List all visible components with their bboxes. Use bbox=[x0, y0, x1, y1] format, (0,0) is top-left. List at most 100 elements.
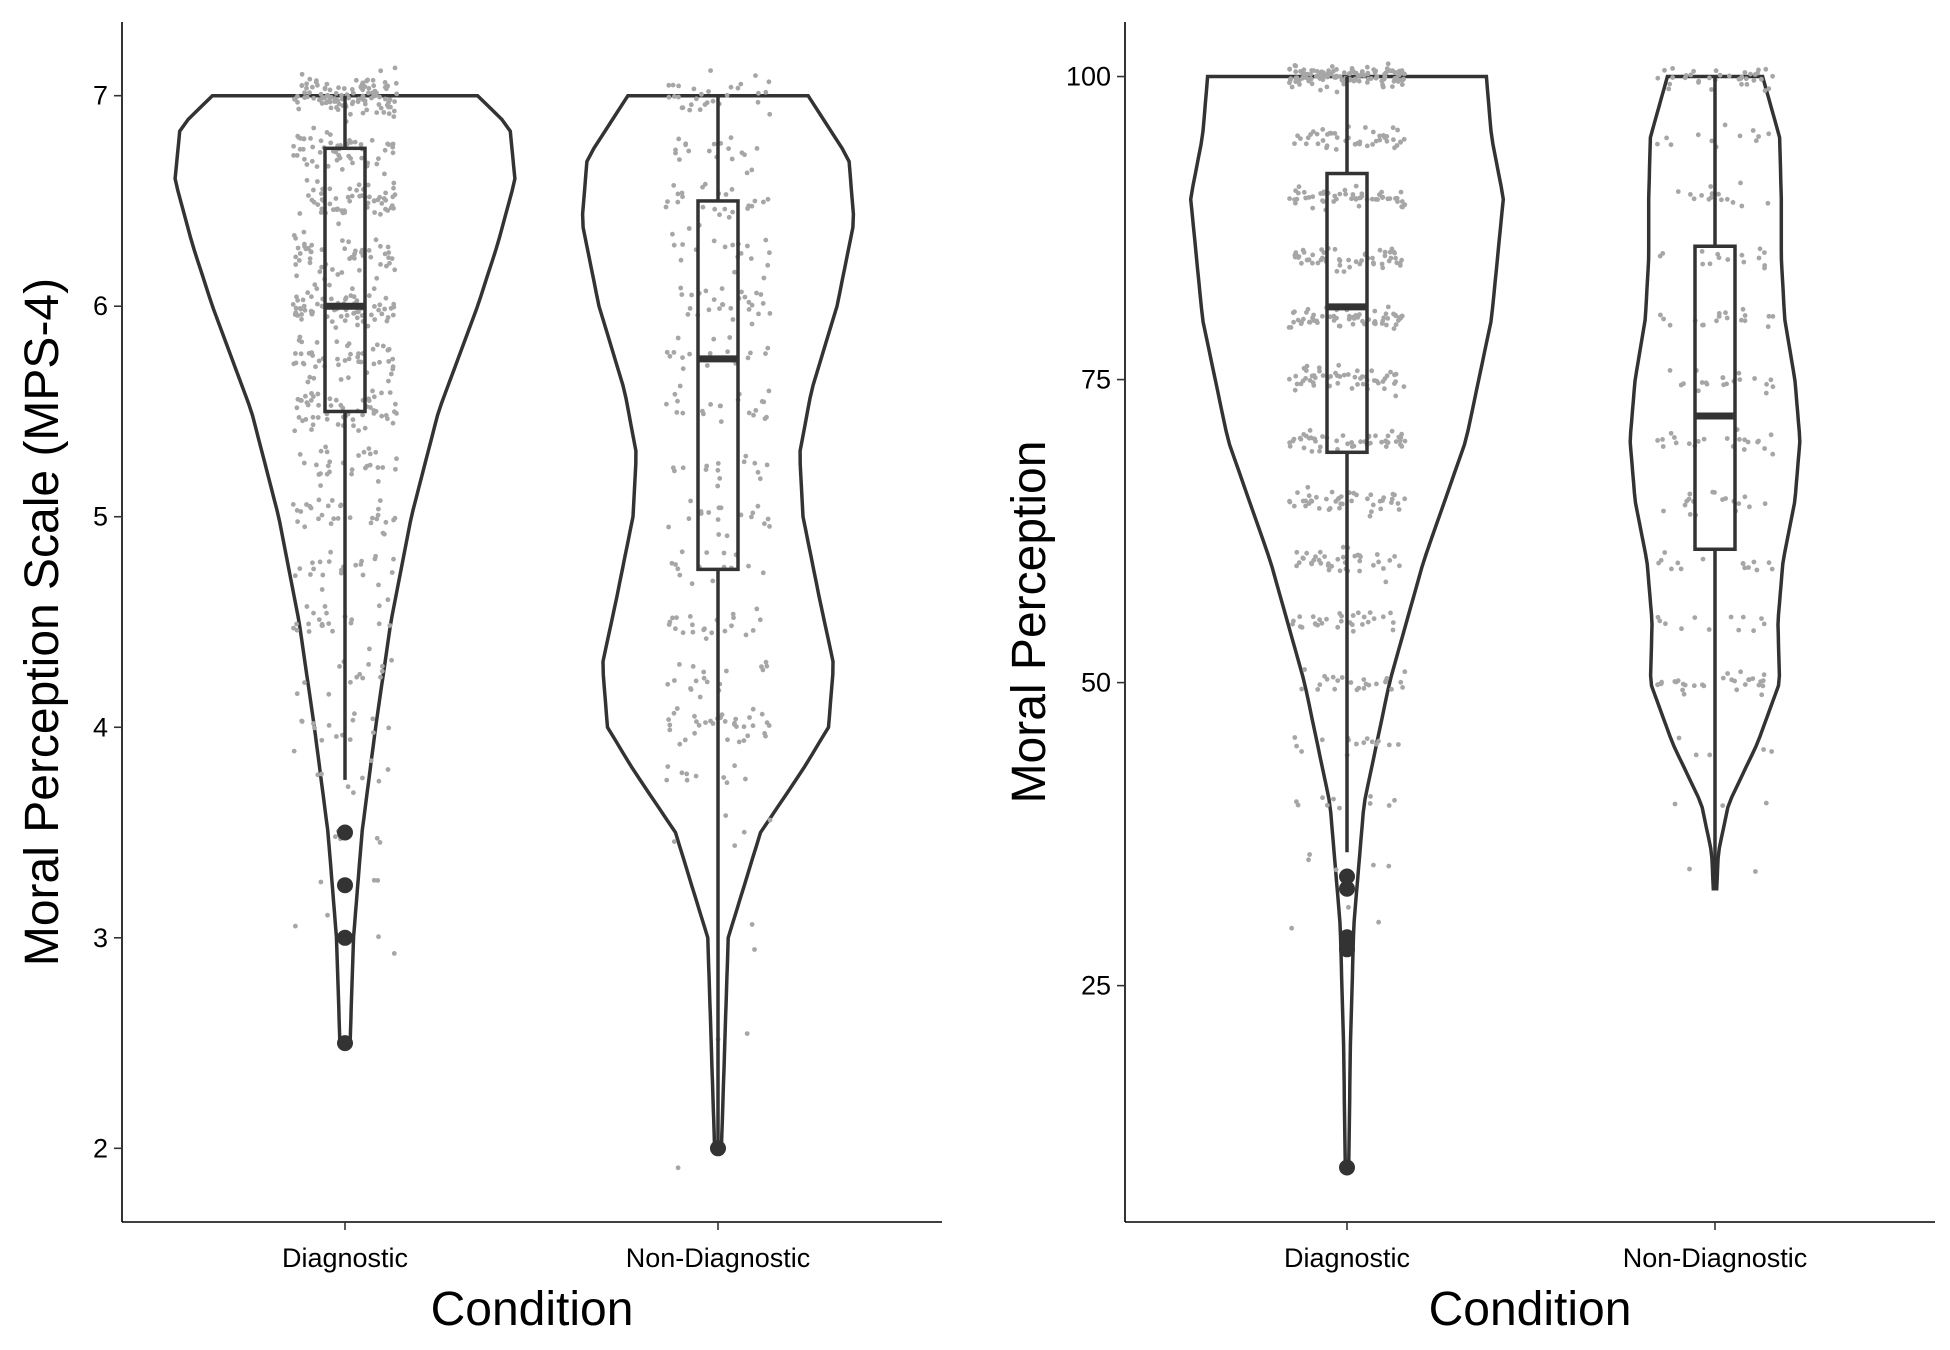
jitter-point bbox=[292, 428, 298, 434]
jitter-point bbox=[382, 96, 388, 102]
jitter-point bbox=[393, 80, 399, 86]
jitter-point bbox=[1358, 376, 1363, 381]
jitter-point bbox=[1716, 314, 1722, 319]
jitter-point bbox=[390, 150, 396, 156]
jitter-point bbox=[305, 379, 311, 385]
jitter-point bbox=[360, 675, 366, 681]
jitter-point bbox=[1720, 375, 1726, 381]
jitter-point bbox=[368, 520, 374, 526]
violin-group-diagnostic bbox=[173, 65, 517, 1052]
jitter-point bbox=[338, 314, 344, 319]
jitter-point bbox=[346, 341, 352, 347]
jitter-point bbox=[312, 725, 317, 731]
jitter-point bbox=[679, 190, 685, 196]
jitter-point bbox=[390, 356, 396, 362]
jitter-point bbox=[687, 306, 693, 311]
jitter-point bbox=[1334, 315, 1339, 321]
jitter-point bbox=[675, 335, 681, 341]
jitter-point bbox=[1334, 135, 1340, 141]
jitter-point bbox=[310, 414, 316, 420]
jitter-point bbox=[1389, 686, 1394, 692]
jitter-point bbox=[316, 472, 322, 477]
jitter-point bbox=[1349, 386, 1355, 391]
jitter-point bbox=[1316, 506, 1322, 511]
jitter-point bbox=[373, 237, 379, 243]
jitter-point bbox=[336, 221, 341, 227]
jitter-point bbox=[1371, 562, 1376, 568]
jitter-point bbox=[1322, 554, 1327, 559]
jitter-point bbox=[1315, 141, 1321, 147]
jitter-point bbox=[766, 79, 772, 85]
jitter-point bbox=[391, 114, 397, 119]
jitter-point bbox=[1751, 78, 1757, 83]
jitter-point bbox=[697, 107, 703, 113]
jitter-point bbox=[366, 293, 372, 299]
jitter-point bbox=[1353, 196, 1358, 201]
jitter-point bbox=[378, 243, 383, 249]
jitter-point bbox=[744, 170, 750, 176]
jitter-point bbox=[745, 733, 751, 739]
jitter-point bbox=[763, 89, 769, 95]
jitter-point bbox=[1294, 743, 1299, 749]
jitter-point bbox=[723, 813, 729, 818]
jitter-point bbox=[677, 383, 683, 389]
jitter-point bbox=[1301, 432, 1307, 437]
jitter-point bbox=[297, 251, 303, 256]
jitter-point bbox=[360, 412, 365, 418]
jitter-point bbox=[1392, 492, 1397, 498]
jitter-point bbox=[324, 610, 329, 616]
jitter-point bbox=[1309, 449, 1315, 454]
jitter-point bbox=[1295, 133, 1300, 139]
jitter-point bbox=[1370, 129, 1376, 135]
jitter-point bbox=[1348, 680, 1354, 685]
jitter-point bbox=[311, 566, 316, 572]
jitter-point bbox=[757, 617, 763, 623]
jitter-point bbox=[1746, 677, 1751, 683]
jitter-point bbox=[1752, 72, 1758, 77]
jitter-point bbox=[1305, 257, 1311, 263]
jitter-point bbox=[304, 85, 309, 91]
jitter-point bbox=[352, 711, 357, 717]
jitter-point bbox=[732, 843, 738, 848]
jitter-point bbox=[291, 361, 297, 367]
jitter-point bbox=[1766, 86, 1772, 92]
jitter-point bbox=[311, 199, 317, 205]
jitter-point bbox=[1765, 200, 1771, 206]
jitter-point bbox=[1349, 196, 1354, 202]
jitter-point bbox=[765, 196, 771, 202]
jitter-point bbox=[1370, 502, 1376, 508]
violin-group-non-diagnostic bbox=[580, 68, 856, 1171]
jitter-point bbox=[324, 416, 330, 422]
jitter-point bbox=[378, 262, 383, 267]
jitter-point bbox=[1353, 259, 1359, 265]
jitter-point bbox=[1363, 681, 1369, 687]
jitter-point bbox=[1290, 310, 1296, 316]
jitter-point bbox=[293, 923, 298, 929]
jitter-point bbox=[1759, 692, 1765, 698]
jitter-point bbox=[347, 737, 353, 742]
jitter-point bbox=[671, 710, 677, 716]
jitter-point bbox=[1303, 368, 1309, 373]
jitter-point bbox=[366, 396, 371, 402]
jitter-point bbox=[383, 190, 388, 196]
jitter-point bbox=[720, 302, 725, 307]
jitter-point bbox=[352, 310, 357, 316]
jitter-point bbox=[1764, 381, 1769, 387]
jitter-point bbox=[378, 211, 383, 217]
jitter-point bbox=[348, 679, 353, 685]
jitter-point bbox=[1742, 565, 1748, 571]
jitter-point bbox=[299, 312, 304, 317]
jitter-point bbox=[1306, 435, 1312, 441]
jitter-point bbox=[1739, 252, 1745, 258]
jitter-point bbox=[1334, 268, 1340, 274]
jitter-point bbox=[1331, 199, 1337, 204]
jitter-point bbox=[753, 408, 759, 413]
jitter-point bbox=[1701, 322, 1706, 328]
jitter-point bbox=[1353, 183, 1359, 189]
jitter-point bbox=[302, 156, 307, 162]
jitter-point bbox=[1372, 308, 1378, 314]
jitter-point bbox=[1361, 685, 1367, 691]
jitter-point bbox=[1742, 318, 1748, 324]
jitter-point bbox=[1368, 492, 1374, 498]
jitter-point bbox=[374, 516, 380, 522]
